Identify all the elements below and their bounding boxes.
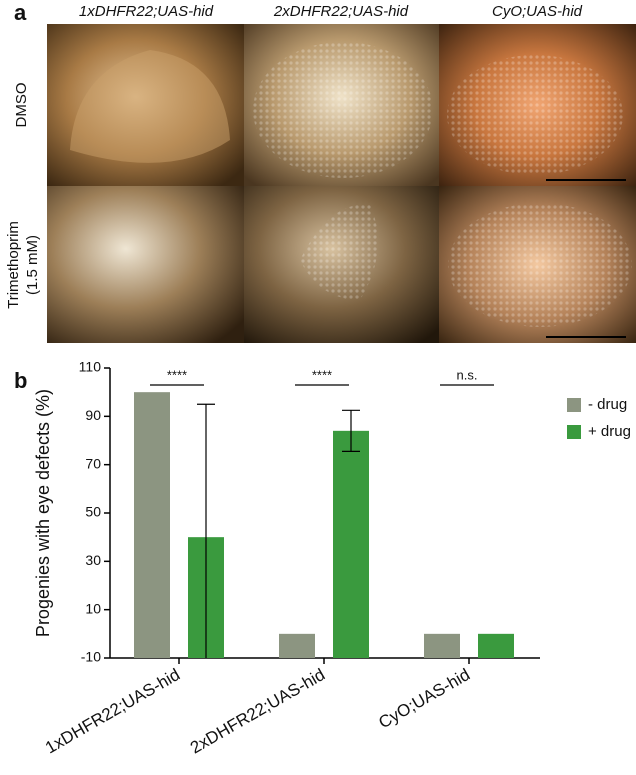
photo bbox=[47, 186, 244, 343]
y-tick-label: 90 bbox=[85, 407, 101, 423]
error-bar bbox=[342, 409, 360, 452]
y-tick-label: -10 bbox=[81, 649, 101, 665]
plot-area bbox=[134, 392, 514, 658]
column-header: 1xDHFR22;UAS-hid bbox=[79, 3, 214, 20]
y-tick-label: 30 bbox=[85, 552, 101, 568]
bar bbox=[134, 392, 170, 658]
photo-detail bbox=[448, 203, 632, 327]
error-bar bbox=[197, 403, 215, 658]
significance-label: **** bbox=[312, 367, 332, 382]
row-label: (1.5 mM) bbox=[24, 235, 41, 295]
y-tick-label: 70 bbox=[85, 455, 101, 471]
y-tick-label: 10 bbox=[85, 600, 101, 616]
y-axis-label: Progenies with eye defects (%) bbox=[33, 389, 53, 637]
x-tick-label: 2xDHFR22;UAS-hid bbox=[187, 665, 328, 758]
bar bbox=[424, 633, 460, 658]
column-header: CyO;UAS-hid bbox=[492, 3, 583, 20]
photo-detail bbox=[300, 204, 378, 300]
significance-label: **** bbox=[167, 367, 187, 382]
legend-swatch bbox=[567, 398, 581, 412]
panel-label: a bbox=[14, 0, 27, 25]
photo-detail bbox=[253, 42, 433, 178]
y-tick-label: 50 bbox=[85, 504, 101, 520]
row-label: Trimethoprim bbox=[5, 221, 22, 309]
x-tick-label: CyO;UAS-hid bbox=[375, 665, 473, 732]
y-tick-label: 110 bbox=[79, 359, 102, 375]
significance-label: n.s. bbox=[457, 367, 478, 382]
photo-detail bbox=[447, 55, 623, 175]
column-header: 2xDHFR22;UAS-hid bbox=[273, 3, 409, 20]
photo-detail bbox=[70, 50, 230, 163]
legend-label: + drug bbox=[588, 423, 631, 440]
bar bbox=[333, 430, 369, 658]
panel-label: b bbox=[14, 368, 27, 393]
row-label: DMSO bbox=[13, 83, 30, 128]
legend-label: - drug bbox=[588, 396, 627, 413]
photo-grid bbox=[47, 24, 636, 343]
bar bbox=[279, 633, 315, 658]
bar bbox=[478, 633, 514, 658]
x-tick-label: 1xDHFR22;UAS-hid bbox=[42, 665, 183, 758]
legend-swatch bbox=[567, 425, 581, 439]
